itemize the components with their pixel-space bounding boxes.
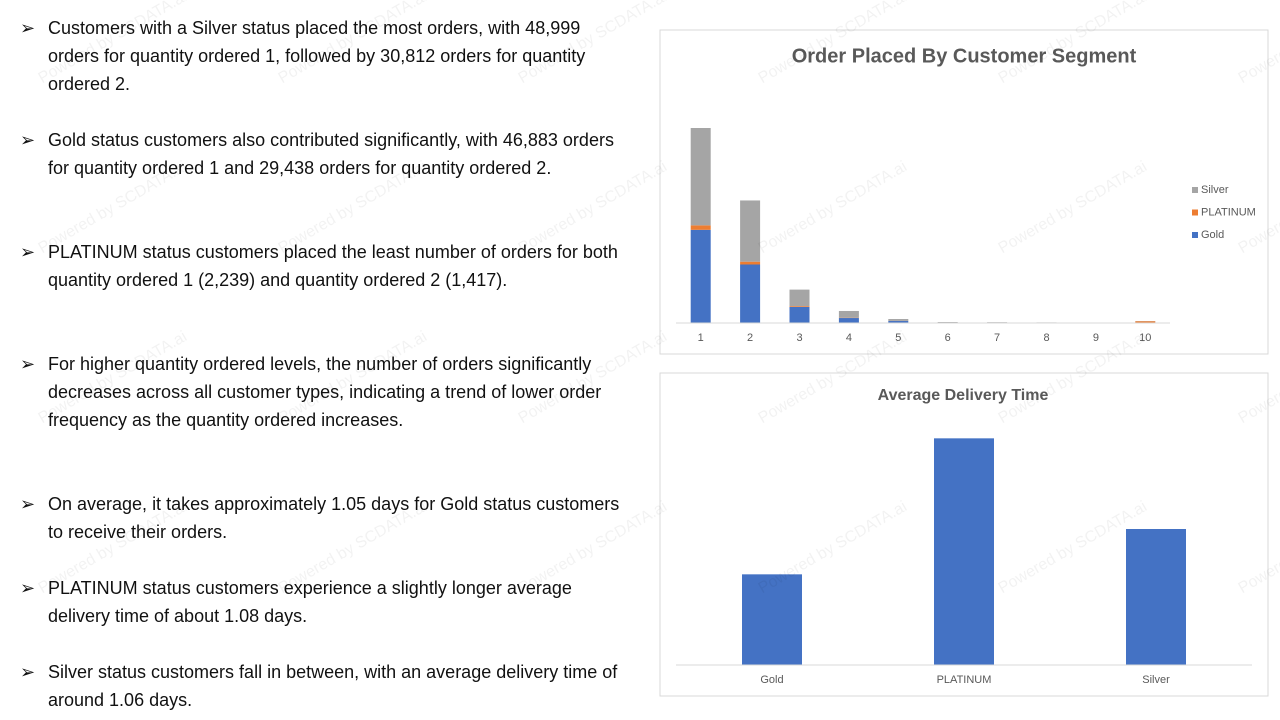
x-tick-label: 10	[1139, 332, 1151, 344]
bullet-marker: ➢	[20, 354, 36, 374]
chart-title: Order Placed By Customer Segment	[792, 45, 1137, 67]
bar-segment	[740, 264, 761, 323]
bullet-marker: ➢	[20, 662, 36, 682]
bar-segment	[789, 289, 810, 307]
bullet-text: PLATINUM status customers experience a s…	[48, 578, 572, 626]
bar-segment	[740, 200, 761, 262]
x-tick-label: 7	[994, 332, 1000, 344]
legend-label: Silver	[1201, 184, 1229, 196]
legend-label: PLATINUM	[1201, 206, 1256, 218]
bullet-text: On average, it takes approximately 1.05 …	[48, 494, 620, 542]
bar	[1126, 529, 1186, 665]
bullet: ➢ Customers with a Silver status placed t…	[20, 14, 620, 98]
bullet-text: Gold status customers also contributed s…	[48, 130, 614, 178]
legend-swatch	[1192, 187, 1198, 193]
x-tick-label: 9	[1093, 332, 1099, 344]
legend-label: Gold	[1201, 229, 1224, 241]
x-tick-label: 2	[747, 332, 753, 344]
x-tick-label: Silver	[1142, 674, 1170, 686]
x-tick-label: 8	[1043, 332, 1049, 344]
bar-segment	[690, 225, 711, 230]
bullet: ➢ PLATINUM status customers experience a …	[20, 574, 620, 630]
bullet: ➢ Silver status customers fall in between…	[20, 658, 620, 714]
bullet: ➢ Gold status customers also contributed …	[20, 126, 620, 182]
bar-segment	[838, 318, 859, 323]
bullet-marker: ➢	[20, 130, 36, 150]
bar-segment	[888, 319, 909, 321]
bullet-marker: ➢	[20, 494, 36, 514]
legend-swatch	[1192, 232, 1198, 238]
bullet-marker: ➢	[20, 242, 36, 262]
bullet-text: Silver status customers fall in between,…	[48, 662, 618, 710]
chart-title: Average Delivery Time	[878, 387, 1049, 404]
x-tick-label: 3	[796, 332, 802, 344]
bullet-marker: ➢	[20, 18, 36, 38]
bullet-text: For higher quantity ordered levels, the …	[48, 354, 602, 430]
x-tick-label: 5	[895, 332, 901, 344]
bullet: ➢ PLATINUM status customers placed the le…	[20, 238, 620, 294]
bullet: ➢ For higher quantity ordered levels, the…	[20, 350, 620, 434]
legend-swatch	[1192, 209, 1198, 216]
bar-segment	[838, 310, 859, 318]
bar-segment	[740, 261, 761, 265]
bar-segment	[789, 306, 810, 323]
x-tick-label: Gold	[760, 674, 783, 686]
bullet-text: Customers with a Silver status placed th…	[48, 18, 586, 94]
bar-segment	[789, 306, 810, 307]
bullet-marker: ➢	[20, 578, 36, 598]
bullet-text: PLATINUM status customers placed the lea…	[48, 242, 618, 290]
chart-frame	[659, 29, 1269, 355]
bar	[934, 438, 994, 665]
bar-segment	[690, 229, 711, 323]
x-tick-label: PLATINUM	[937, 674, 992, 686]
bar-segment	[1135, 321, 1156, 323]
x-tick-label: 1	[698, 332, 704, 344]
x-tick-label: 6	[945, 332, 951, 344]
bar	[742, 574, 802, 665]
bar-segment	[690, 128, 711, 226]
bullet: ➢ On average, it takes approximately 1.05…	[20, 490, 620, 546]
bar-segment	[888, 321, 909, 323]
x-tick-label: 4	[846, 332, 852, 344]
